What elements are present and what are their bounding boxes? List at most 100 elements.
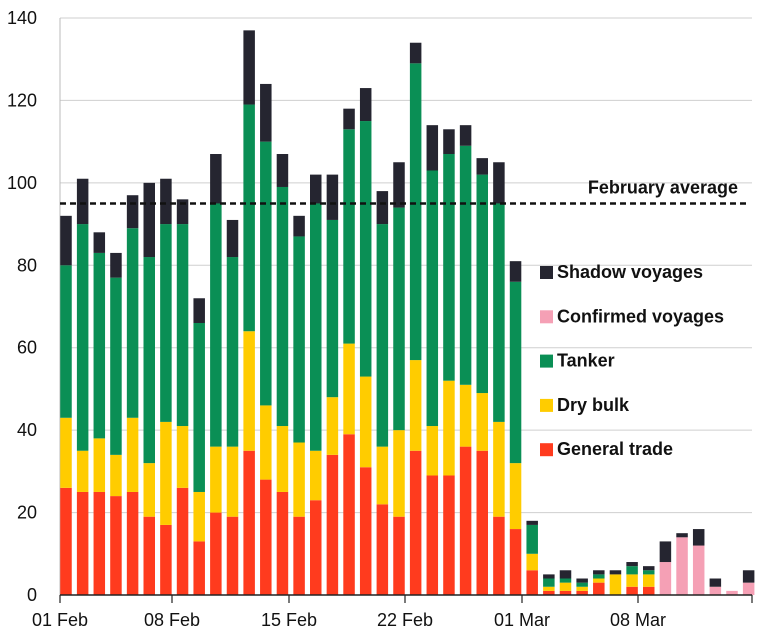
bar-segment-drybulk xyxy=(393,430,405,517)
x-tick-label: 22 Feb xyxy=(377,610,433,630)
legend-label-confirmed: Confirmed voyages xyxy=(557,306,724,326)
bar-segment-drybulk xyxy=(193,491,205,542)
bar-segment-shadow xyxy=(443,129,455,155)
bar-segment-general xyxy=(226,516,239,595)
bar-segment-tanker xyxy=(126,228,139,418)
bar-segment-drybulk xyxy=(126,417,139,492)
bar-segment-shadow xyxy=(426,125,439,171)
bar-segment-drybulk xyxy=(143,463,155,517)
bar-segment-tanker xyxy=(160,224,172,422)
x-tick-label: 15 Feb xyxy=(261,610,317,630)
bar-segment-general xyxy=(426,475,439,595)
bar-segment-general xyxy=(576,590,588,595)
bars xyxy=(60,30,755,595)
bar-segment-shadow xyxy=(160,178,172,225)
x-tick-label: 08 Feb xyxy=(144,610,200,630)
bar-segment-drybulk xyxy=(260,405,272,480)
bar-segment-confirmed xyxy=(726,590,738,595)
bar-segment-shadow xyxy=(576,578,588,583)
bar-segment-general xyxy=(593,582,605,595)
bar-segment-drybulk xyxy=(626,574,638,587)
bar-segment-drybulk xyxy=(593,578,605,583)
reference-line: February average xyxy=(60,177,750,205)
bar-segment-general xyxy=(326,454,339,595)
bar-segment-drybulk xyxy=(326,397,339,455)
bar-segment-tanker xyxy=(193,322,205,492)
bar-segment-drybulk xyxy=(409,360,422,451)
legend-label-tanker: Tanker xyxy=(557,351,615,371)
bar-segment-general xyxy=(643,586,655,595)
bar-segment-shadow xyxy=(543,574,555,579)
bar-segment-confirmed xyxy=(659,562,672,595)
bar-segment-tanker xyxy=(110,277,122,455)
bar-segment-shadow xyxy=(493,162,505,204)
bar-segment-shadow xyxy=(326,174,339,220)
y-tick-label: 100 xyxy=(7,173,37,193)
bar-segment-shadow xyxy=(76,178,89,225)
bar-segment-shadow xyxy=(359,88,372,122)
bar-segment-drybulk xyxy=(160,421,172,525)
bar-segment-general xyxy=(293,516,305,595)
legend-swatch-shadow xyxy=(540,266,553,279)
bar-segment-general xyxy=(60,487,72,595)
y-tick-label: 120 xyxy=(7,90,37,110)
bar-segment-confirmed xyxy=(692,545,705,595)
x-axis: 01 Feb 08 Feb 15 Feb 22 Feb 01 Mar 08 Mar xyxy=(32,594,753,630)
bar-segment-general xyxy=(310,500,322,595)
bar-segment-tanker xyxy=(493,203,505,422)
y-tick-label: 80 xyxy=(17,255,37,275)
bar-segment-shadow xyxy=(243,30,255,105)
legend-swatch-confirmed xyxy=(540,310,553,324)
bar-segment-drybulk xyxy=(576,586,588,591)
bar-segment-drybulk xyxy=(110,454,122,497)
bar-segment-tanker xyxy=(509,281,522,464)
bar-segment-shadow xyxy=(393,162,405,208)
bar-segment-general xyxy=(110,496,122,595)
legend-swatch-tanker xyxy=(540,354,553,368)
bar-segment-shadow xyxy=(126,195,139,229)
bar-segment-shadow xyxy=(93,232,106,253)
bar-segment-tanker xyxy=(593,574,605,579)
bar-segment-drybulk xyxy=(93,438,106,492)
bar-segment-shadow xyxy=(310,174,322,204)
bar-segment-drybulk xyxy=(60,417,72,488)
bar-segment-general xyxy=(393,516,405,595)
bar-segment-shadow xyxy=(609,570,622,575)
bar-segment-general xyxy=(176,487,189,595)
legend-label-general: General trade xyxy=(557,439,673,459)
bar-segment-drybulk xyxy=(643,574,655,587)
bar-segment-tanker xyxy=(260,141,272,406)
bar-segment-shadow xyxy=(526,520,538,525)
bar-segment-shadow xyxy=(110,252,122,278)
bar-segment-drybulk xyxy=(376,446,389,505)
bar-segment-general xyxy=(260,479,272,595)
bar-segment-tanker xyxy=(60,265,72,418)
bar-segment-drybulk xyxy=(76,450,89,492)
bar-segment-tanker xyxy=(426,170,439,427)
bar-segment-general xyxy=(409,450,422,595)
bar-segment-tanker xyxy=(276,186,289,427)
bar-segment-general xyxy=(126,491,139,595)
bar-segment-drybulk xyxy=(526,553,538,571)
bar-segment-general xyxy=(493,516,505,595)
bar-segment-shadow xyxy=(692,529,705,546)
y-tick-label: 140 xyxy=(7,8,37,28)
bar-segment-drybulk xyxy=(210,446,222,513)
bar-segment-tanker xyxy=(176,224,189,427)
bar-segment-general xyxy=(276,491,289,595)
bar-segment-drybulk xyxy=(443,380,455,476)
bar-segment-shadow xyxy=(659,541,672,563)
bar-segment-drybulk xyxy=(493,421,505,517)
bar-segment-general xyxy=(626,586,638,595)
bar-segment-general xyxy=(93,491,106,595)
bar-segment-drybulk xyxy=(310,450,322,501)
legend: Shadow voyages Confirmed voyages Tanker Dry… xyxy=(540,262,724,459)
bar-segment-tanker xyxy=(559,578,572,583)
bar-segment-shadow xyxy=(709,578,722,587)
bar-segment-drybulk xyxy=(426,426,439,476)
bar-segment-general xyxy=(476,450,488,595)
bar-segment-general xyxy=(543,590,555,595)
bar-segment-shadow xyxy=(143,182,155,258)
bar-segment-tanker xyxy=(226,257,239,447)
